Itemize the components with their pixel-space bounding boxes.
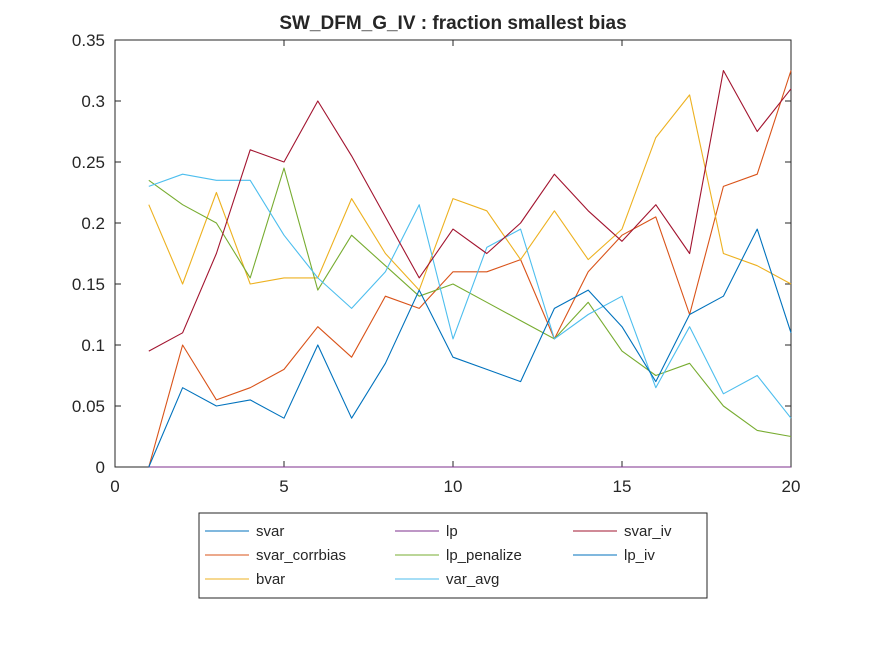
legend-item-lp: lp — [395, 523, 458, 540]
legend-label: lp_iv — [624, 547, 655, 564]
series-line-svar-corrbias — [148, 70, 792, 468]
legend-label: lp_penalize — [446, 547, 522, 564]
legend-item-var-avg: var_avg — [395, 571, 499, 588]
y-tick-label: 0.3 — [81, 92, 105, 111]
axis-ticks: 0 5 10 15 20 0 0.05 0.1 0.15 0.2 0.25 0.3 0.35 — [72, 31, 801, 496]
legend-item-lp-penalize: lp_penalize — [395, 547, 522, 564]
y-tick-label: 0.05 — [72, 397, 105, 416]
legend-item-svar: svar — [205, 523, 284, 540]
x-tick-label: 20 — [782, 477, 801, 496]
legend-label: var_avg — [446, 571, 499, 588]
series-lines — [148, 69, 792, 468]
series-line-lp-iv — [148, 228, 792, 468]
chart-title: SW_DFM_G_IV : fraction smallest bias — [279, 13, 626, 34]
x-tick-label: 10 — [444, 477, 463, 496]
y-tick-label: 0 — [96, 458, 105, 477]
legend-box — [198, 512, 708, 599]
legend-label: bvar — [256, 571, 285, 588]
legend-item-svar-corrbias: svar_corrbias — [205, 547, 346, 564]
series-line-svar-iv — [148, 69, 792, 352]
y-tick-label: 0.25 — [72, 153, 105, 172]
legend-label: svar_corrbias — [256, 547, 346, 564]
x-tick-label: 15 — [613, 477, 632, 496]
y-tick-label: 0.2 — [81, 214, 105, 233]
legend-item-svar-iv: svar_iv — [573, 523, 672, 540]
legend-label: svar_iv — [624, 523, 672, 540]
legend-item-lp-iv: lp_iv — [573, 547, 655, 564]
y-tick-label: 0.35 — [72, 31, 105, 50]
y-tick-label: 0.1 — [81, 336, 105, 355]
series-line-var-avg — [148, 173, 792, 419]
x-tick-label: 5 — [279, 477, 288, 496]
y-tick-label: 0.15 — [72, 275, 105, 294]
legend-label: svar — [256, 523, 284, 540]
series-line-bvar — [148, 94, 792, 291]
x-tick-label: 0 — [110, 477, 119, 496]
legend-label: lp — [446, 523, 458, 540]
legend-item-bvar: bvar — [205, 571, 285, 588]
